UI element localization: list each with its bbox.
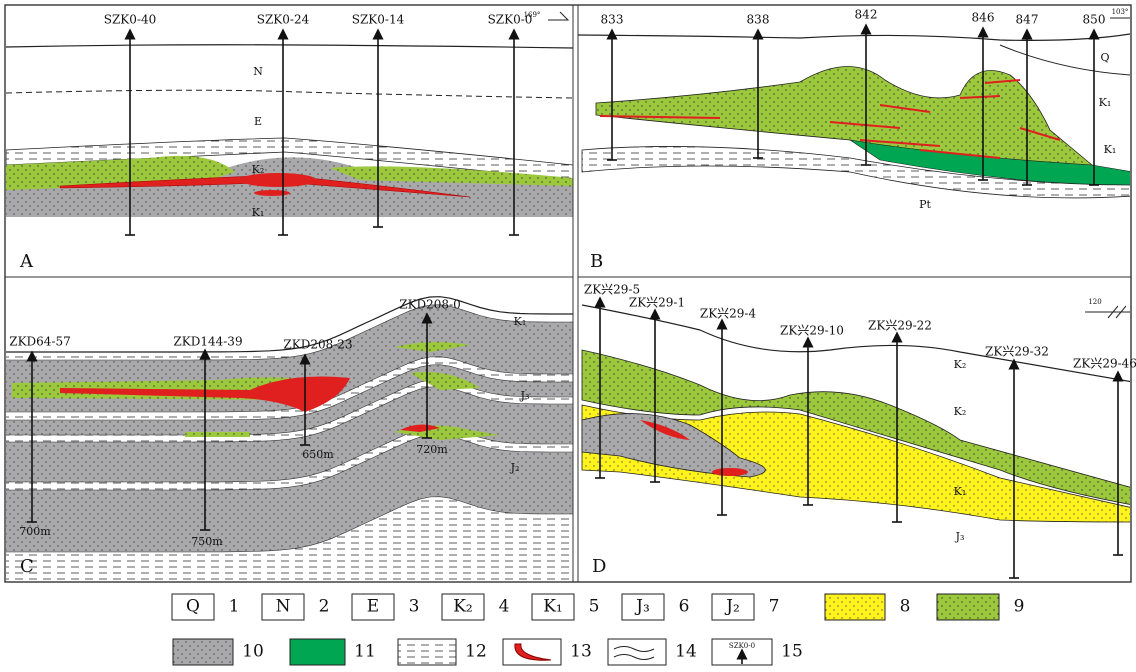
borehole-label: 850 (1083, 13, 1106, 27)
orientation-label: 120 (1088, 298, 1101, 306)
legend-symbol: K₂ (453, 597, 473, 617)
legend-number: 10 (242, 642, 264, 662)
legend-number: 4 (499, 597, 510, 617)
legend-symbol: J₃ (634, 597, 650, 617)
borehole-label: ZK兴29-32 (985, 345, 1049, 359)
legend-swatch (503, 639, 561, 665)
panel-label: C (20, 556, 34, 577)
stratum-label: K₁ (1104, 143, 1117, 156)
stratum-label: J₃ (955, 530, 965, 543)
borehole-depth: 750m (191, 535, 223, 548)
legend-number: 6 (679, 597, 690, 617)
panel-a-geology (6, 45, 573, 217)
cross-section-figure: A169°SZK0-40SZK0-24SZK0-14SZK0-0NEK₂K₁B1… (0, 0, 1136, 672)
legend-number: 3 (409, 597, 420, 617)
panel-label: B (590, 251, 603, 272)
legend-number: 14 (675, 642, 697, 662)
borehole-label: SZK0-24 (257, 13, 310, 27)
borehole-label: ZK兴29-22 (868, 319, 932, 333)
panel-label: A (19, 251, 34, 272)
stratum-label: N (253, 65, 263, 78)
orientation-label: 103° (1112, 8, 1129, 16)
legend-swatch (173, 639, 233, 665)
borehole-label: 842 (855, 8, 878, 22)
stratum-label: J₂ (510, 461, 520, 474)
legend-swatch (937, 594, 999, 620)
legend-symbol: E (367, 597, 379, 617)
stratum-label: Q (1100, 51, 1109, 64)
legend-number: 7 (769, 597, 780, 617)
legend-swatch (290, 639, 345, 665)
borehole-label: 847 (1016, 13, 1039, 27)
panel-d-geology (582, 305, 1133, 522)
stratum-label: E (254, 115, 262, 128)
borehole-label: ZKD208-23 (283, 338, 352, 352)
borehole-label: ZK兴29-5 (584, 283, 640, 297)
borehole-label: ZK兴29-4 (700, 307, 757, 321)
borehole-depth: 720m (416, 443, 448, 456)
borehole-label: SZK0-14 (352, 13, 405, 27)
borehole-label: 833 (601, 13, 624, 27)
borehole-label: ZKD64-57 (9, 335, 71, 349)
panel-label: D (592, 556, 606, 577)
stratum-label: Pt (919, 198, 931, 211)
borehole-label: 838 (747, 13, 770, 27)
borehole-label: 846 (972, 11, 995, 25)
panel-b-geology (578, 34, 1133, 198)
legend-symbol: N (276, 597, 291, 617)
legend-number: 11 (354, 642, 376, 662)
borehole-label: ZK兴29-46 (1073, 357, 1136, 371)
borehole-label: ZK兴29-1 (629, 296, 685, 310)
borehole-depth: 700m (19, 525, 51, 538)
stratum-label: K₂ (954, 358, 967, 371)
legend-number: 2 (319, 597, 330, 617)
borehole-label: ZKD144-39 (173, 335, 242, 349)
borehole-label: ZKD208-0 (399, 298, 461, 312)
borehole-label: SZK0-40 (104, 13, 156, 27)
legend-symbol: K₁ (543, 597, 563, 617)
legend-symbol: SZK0-0 (729, 642, 755, 650)
borehole-label: SZK0-0 (488, 13, 533, 27)
legend-swatch (398, 639, 456, 665)
legend-number: 1 (229, 597, 240, 617)
legend-swatch (825, 594, 885, 620)
stratum-label: K₂ (954, 405, 967, 418)
stratum-label: J₃ (520, 389, 530, 402)
legend-symbol: Q (186, 597, 200, 617)
stratum-label: K₁ (954, 485, 967, 498)
legend-number: 8 (900, 597, 911, 617)
stratum-label: K₁ (1099, 96, 1112, 109)
stratum-label: K₁ (252, 206, 265, 219)
stratum-label: K₂ (252, 163, 265, 176)
stratum-label: K₁ (514, 315, 527, 328)
legend-symbol: J₂ (724, 597, 740, 617)
borehole-depth: 650m (302, 448, 334, 461)
legend-swatch (608, 639, 666, 665)
legend-number: 9 (1014, 597, 1025, 617)
borehole-label: ZK兴29-10 (780, 324, 844, 338)
legend-number: 13 (570, 642, 592, 662)
legend-number: 15 (781, 642, 803, 662)
legend-number: 5 (589, 597, 600, 617)
legend-number: 12 (465, 642, 487, 662)
